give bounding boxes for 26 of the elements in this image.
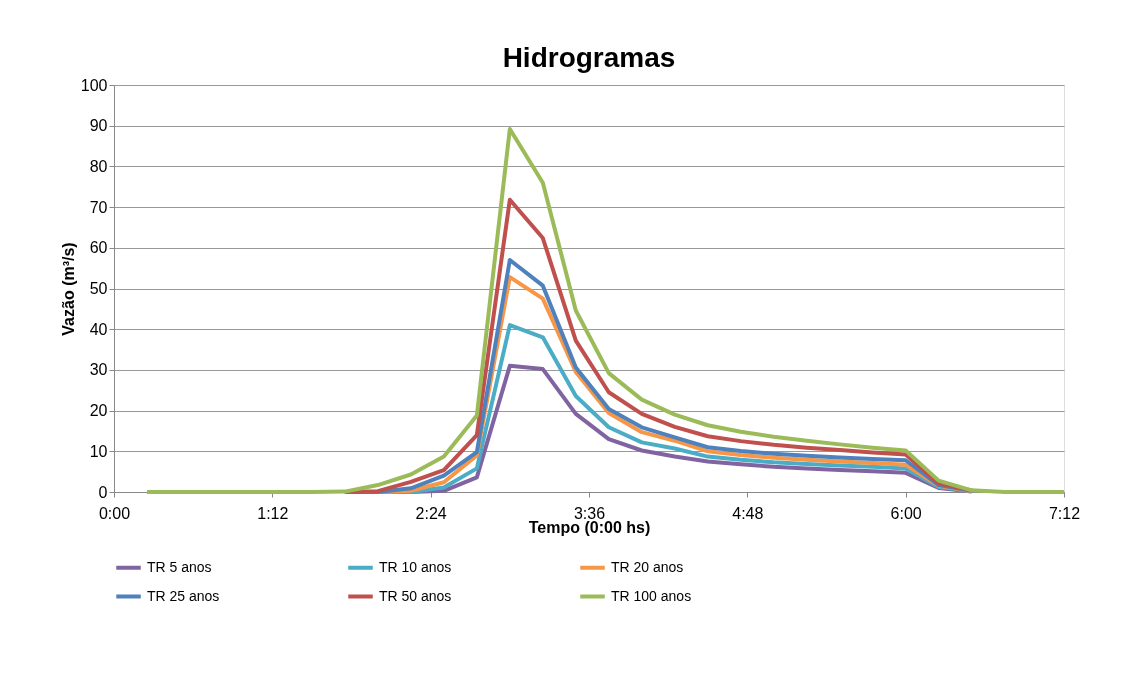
y-tick-label: 80: [89, 157, 108, 175]
legend-label: TR 5 anos: [147, 558, 212, 575]
legend-label: TR 50 anos: [379, 587, 452, 604]
y-tick-label: 30: [89, 361, 108, 379]
chart-title: Hidrogramas: [502, 42, 676, 73]
y-tick-label: 0: [98, 483, 108, 501]
y-tick-label: 60: [89, 239, 108, 257]
legend-label: TR 100 anos: [611, 587, 692, 604]
y-tick-label: 40: [89, 320, 108, 338]
legend-label: TR 10 anos: [379, 558, 452, 575]
x-tick-label: 2:24: [415, 504, 447, 522]
x-tick-label: 7:12: [1048, 504, 1081, 522]
line-series: [144, 126, 1066, 494]
y-tick-label: 20: [89, 402, 108, 420]
y-tick-label: 70: [89, 198, 108, 216]
y-tick-label: 100: [80, 76, 108, 94]
y-tick-label: 50: [89, 280, 108, 297]
legend-label: TR 20 anos: [611, 558, 684, 575]
x-tick-label: 4:48: [732, 504, 764, 522]
legend-label: TR 25 anos: [147, 587, 220, 604]
y-tick-label: 90: [89, 117, 108, 135]
y-tick-label: 10: [89, 442, 108, 460]
x-tick-label: 6:00: [890, 504, 922, 522]
y-axis-title: Vazão (m³/s): [59, 242, 77, 336]
x-tick-label: 1:12: [257, 504, 289, 522]
x-tick-label: 0:00: [98, 504, 131, 522]
